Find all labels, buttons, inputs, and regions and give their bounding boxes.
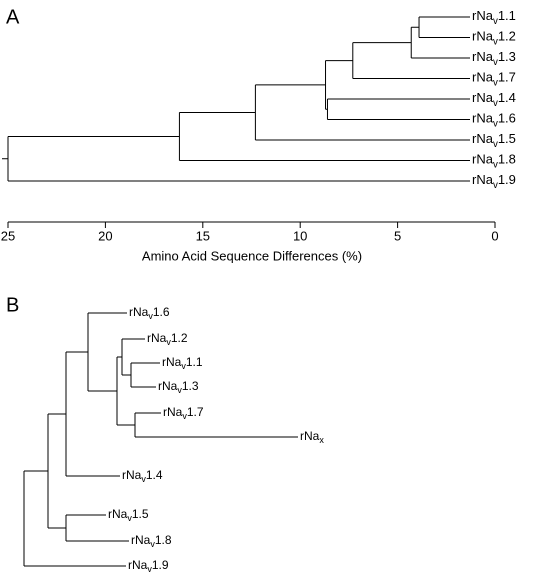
x-tick-label: 15 [196, 228, 210, 243]
leaf-label: rNav1.1 [472, 8, 516, 26]
x-tick-label: 5 [394, 228, 401, 243]
leaf-label: rNav1.5 [472, 131, 516, 149]
leaf-label: rNav1.2 [147, 331, 188, 347]
leaf-label: rNav1.6 [472, 111, 516, 129]
x-tick-label: 10 [293, 228, 307, 243]
leaf-label: rNax [300, 429, 324, 445]
leaf-label: rNav1.2 [472, 29, 516, 47]
leaf-label: rNav1.7 [472, 70, 516, 88]
leaf-label: rNav1.3 [472, 49, 516, 67]
leaf-label: rNav1.9 [472, 172, 516, 190]
leaf-label: rNav1.1 [162, 355, 203, 371]
x-axis-label: Amino Acid Sequence Differences (%) [142, 248, 362, 263]
panel-label: B [6, 294, 19, 316]
leaf-label: rNav1.9 [128, 558, 169, 574]
x-tick-label: 20 [98, 228, 112, 243]
leaf-label: rNav1.5 [108, 507, 149, 523]
leaf-label: rNav1.3 [158, 379, 199, 395]
leaf-label: rNav1.4 [122, 468, 163, 484]
leaf-label: rNav1.4 [472, 90, 516, 108]
leaf-label: rNav1.6 [129, 305, 170, 321]
x-tick-label: 25 [1, 228, 15, 243]
leaf-label: rNav1.8 [131, 533, 172, 549]
x-tick-label: 0 [491, 228, 498, 243]
panel-label: A [6, 6, 20, 28]
leaf-label: rNav1.8 [472, 152, 516, 170]
leaf-label: rNav1.7 [163, 405, 204, 421]
